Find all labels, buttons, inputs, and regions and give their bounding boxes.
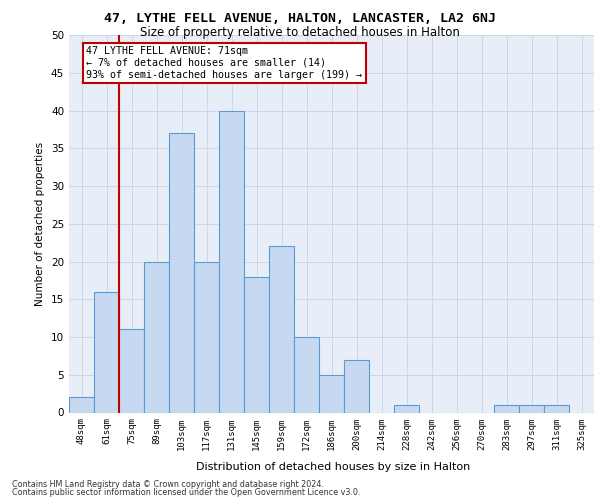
Bar [219,110,244,412]
Bar [519,405,544,412]
Y-axis label: Number of detached properties: Number of detached properties [35,142,46,306]
Bar [94,292,119,412]
Bar [144,262,169,412]
Text: Contains public sector information licensed under the Open Government Licence v3: Contains public sector information licen… [12,488,361,497]
Bar [69,398,94,412]
Text: Contains HM Land Registry data © Crown copyright and database right 2024.: Contains HM Land Registry data © Crown c… [12,480,324,489]
Bar [294,337,319,412]
Text: Distribution of detached houses by size in Halton: Distribution of detached houses by size … [196,462,470,472]
Bar [119,330,144,412]
Bar [244,276,269,412]
Text: 47, LYTHE FELL AVENUE, HALTON, LANCASTER, LA2 6NJ: 47, LYTHE FELL AVENUE, HALTON, LANCASTER… [104,12,496,26]
Bar [494,405,519,412]
Text: 47 LYTHE FELL AVENUE: 71sqm
← 7% of detached houses are smaller (14)
93% of semi: 47 LYTHE FELL AVENUE: 71sqm ← 7% of deta… [86,46,362,80]
Bar [319,375,344,412]
Text: Size of property relative to detached houses in Halton: Size of property relative to detached ho… [140,26,460,39]
Bar [394,405,419,412]
Bar [169,133,194,412]
Bar [194,262,219,412]
Bar [269,246,294,412]
Bar [344,360,369,412]
Bar [544,405,569,412]
